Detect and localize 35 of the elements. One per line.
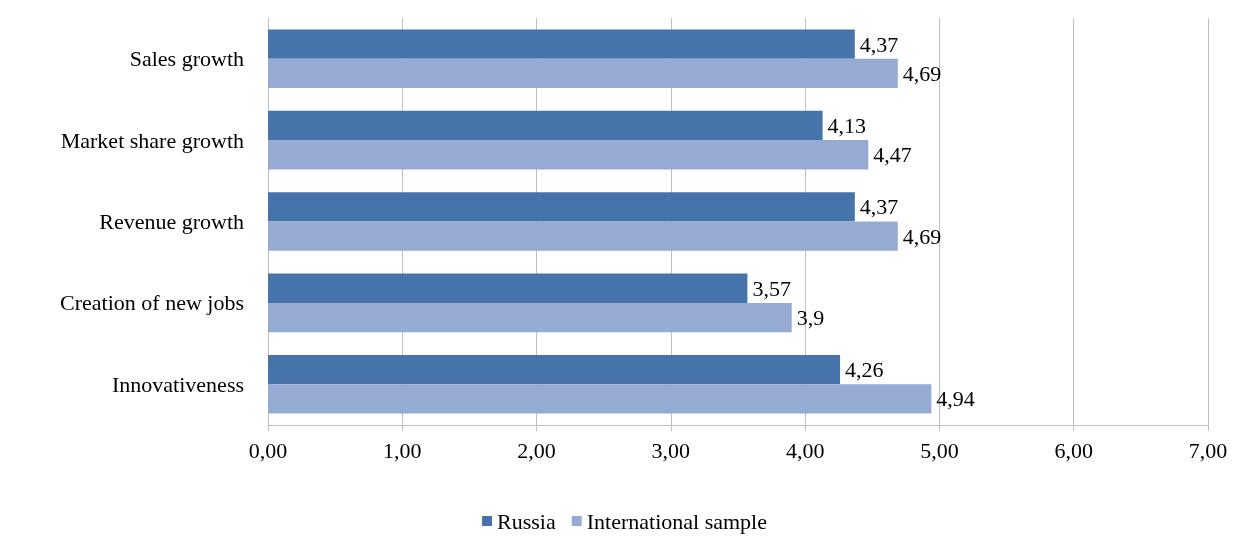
data-label: 4,69 — [902, 60, 942, 86]
x-tick-label: 0,00 — [248, 437, 288, 463]
x-tick-label: 7,00 — [1188, 437, 1228, 463]
data-label: 4,69 — [902, 223, 942, 249]
bar — [268, 273, 748, 303]
bar — [268, 140, 869, 170]
bar — [268, 221, 898, 251]
x-tick-label: 3,00 — [651, 437, 691, 463]
bar — [268, 302, 792, 333]
bar — [268, 110, 823, 141]
x-tick-label: 1,00 — [383, 437, 422, 463]
legend-label: Russia — [497, 508, 556, 534]
x-tick-label: 6,00 — [1054, 437, 1093, 463]
y-tick-label: Creation of new jobs — [60, 290, 244, 316]
data-label: 4,13 — [827, 112, 867, 138]
bar — [268, 58, 898, 88]
bar — [268, 384, 932, 414]
bar — [268, 355, 841, 385]
y-tick-label: Market share growth — [60, 127, 244, 153]
x-tick-label: 4,00 — [785, 437, 825, 463]
data-label: 3,57 — [752, 275, 791, 301]
x-tick-label: 5,00 — [920, 437, 959, 463]
data-label: 4,47 — [873, 142, 912, 168]
legend-label: International sample — [586, 508, 767, 534]
y-tick-label: Revenue growth — [99, 209, 244, 234]
y-tick-label: Innovativeness — [112, 371, 244, 397]
data-label: 4,26 — [845, 357, 884, 383]
x-tick-label: 2,00 — [517, 437, 556, 463]
data-label: 3,9 — [796, 305, 825, 331]
bar — [268, 192, 855, 222]
data-label: 4,94 — [936, 386, 975, 412]
bar — [268, 29, 855, 59]
y-tick-label: Sales growth — [129, 46, 244, 72]
data-label: 4,37 — [859, 31, 899, 57]
data-label: 4,37 — [859, 194, 899, 220]
